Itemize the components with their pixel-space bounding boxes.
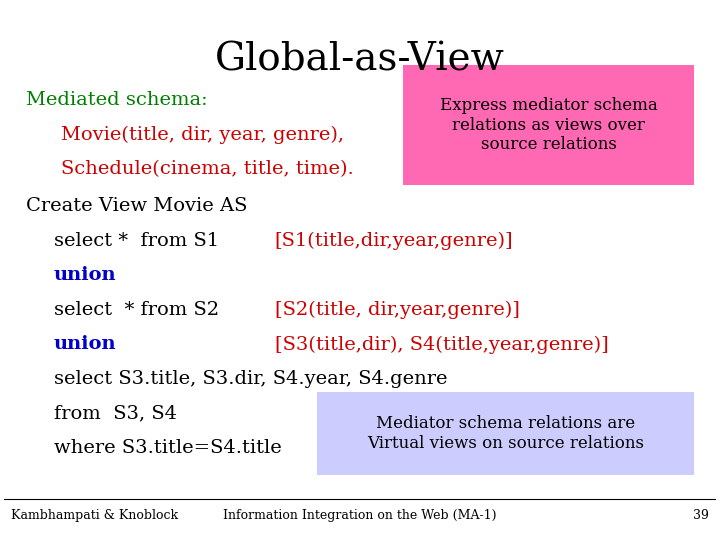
Text: select  * from S2: select * from S2 xyxy=(54,301,219,319)
Text: Schedule(cinema, title, time).: Schedule(cinema, title, time). xyxy=(61,160,354,178)
Text: union: union xyxy=(54,266,117,285)
Text: 39: 39 xyxy=(693,509,708,522)
Text: union: union xyxy=(54,335,117,354)
Text: where S3.title=S4.title: where S3.title=S4.title xyxy=(54,439,282,457)
Text: Global-as-View: Global-as-View xyxy=(215,42,505,78)
Text: [S3(title,dir), S4(title,year,genre)]: [S3(title,dir), S4(title,year,genre)] xyxy=(274,335,608,354)
Text: select S3.title, S3.dir, S4.year, S4.genre: select S3.title, S3.dir, S4.year, S4.gen… xyxy=(54,370,448,388)
Text: Mediated schema:: Mediated schema: xyxy=(25,91,207,109)
Text: Express mediator schema
relations as views over
source relations: Express mediator schema relations as vie… xyxy=(440,97,657,153)
Text: [S2(title, dir,year,genre)]: [S2(title, dir,year,genre)] xyxy=(274,301,519,319)
Text: Create View Movie AS: Create View Movie AS xyxy=(25,197,247,215)
Text: Information Integration on the Web (MA-1): Information Integration on the Web (MA-1… xyxy=(223,509,497,522)
Text: select *  from S1: select * from S1 xyxy=(54,232,219,250)
Text: [S1(title,dir,year,genre)]: [S1(title,dir,year,genre)] xyxy=(274,232,513,250)
Text: from  S3, S4: from S3, S4 xyxy=(54,404,177,422)
Text: Mediator schema relations are
Virtual views on source relations: Mediator schema relations are Virtual vi… xyxy=(367,415,644,452)
FancyBboxPatch shape xyxy=(402,65,695,185)
FancyBboxPatch shape xyxy=(318,392,695,475)
Text: Movie(title, dir, year, genre),: Movie(title, dir, year, genre), xyxy=(61,125,344,144)
Text: Kambhampati & Knoblock: Kambhampati & Knoblock xyxy=(12,509,179,522)
